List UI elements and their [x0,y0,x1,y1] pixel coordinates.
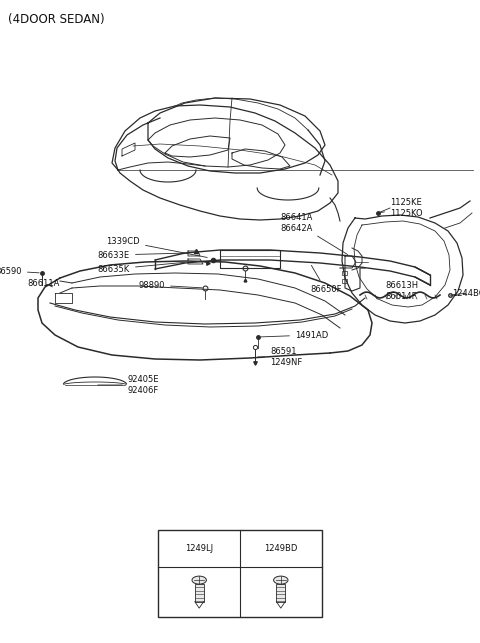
Text: 86641A
86642A: 86641A 86642A [280,213,348,255]
Text: 1339CD: 1339CD [107,237,207,257]
Ellipse shape [192,576,206,584]
Text: 86613H
86614F: 86613H 86614F [385,281,418,301]
Bar [158,530,322,617]
Text: 86590: 86590 [0,266,39,275]
Bar [195,584,204,602]
Text: 1125KE
1125KO: 1125KE 1125KO [381,198,422,218]
Text: 86650F: 86650F [310,266,341,294]
Text: 1249BD: 1249BD [264,544,298,553]
Bar [342,279,347,283]
Text: 1249LJ: 1249LJ [185,544,213,553]
Text: (4DOOR SEDAN): (4DOOR SEDAN) [8,13,105,26]
Text: 1244BG: 1244BG [452,289,480,298]
Text: 98890: 98890 [139,280,202,289]
Bar [342,271,347,275]
Text: 92405E
92406F: 92405E 92406F [98,376,159,395]
Ellipse shape [274,576,288,584]
Text: 86611A: 86611A [28,278,60,287]
Text: 86591
1249NF: 86591 1249NF [258,347,302,367]
Text: 86635K: 86635K [98,262,185,273]
Text: 86633E: 86633E [98,251,185,260]
Bar [276,584,285,602]
Text: 1491AD: 1491AD [261,331,328,340]
